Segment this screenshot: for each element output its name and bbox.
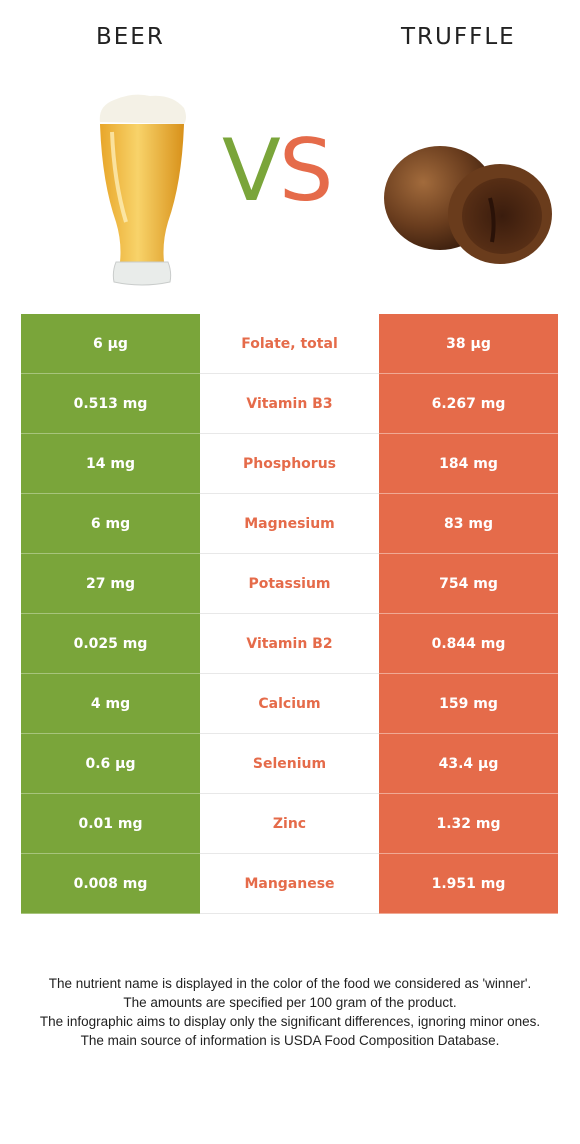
- truffle-value: 1.951 mg: [379, 854, 558, 914]
- beer-glass-image: [99, 94, 186, 286]
- nutrient-name: Vitamin B3: [200, 374, 379, 434]
- beer-value: 0.513 mg: [21, 374, 200, 434]
- beer-value: 6 µg: [21, 314, 200, 374]
- table-row: 4 mg Calcium 159 mg: [21, 674, 558, 734]
- truffle-value: 0.844 mg: [379, 614, 558, 674]
- footer-notes: The nutrient name is displayed in the co…: [16, 974, 564, 1050]
- table-row: 27 mg Potassium 754 mg: [21, 554, 558, 614]
- nutrient-name: Potassium: [200, 554, 379, 614]
- vs-s-letter: S: [278, 121, 334, 221]
- truffle-image: [384, 146, 552, 264]
- beer-value: 0.025 mg: [21, 614, 200, 674]
- table-row: 0.008 mg Manganese 1.951 mg: [21, 854, 558, 914]
- nutrient-name: Folate, total: [200, 314, 379, 374]
- truffle-value: 38 µg: [379, 314, 558, 374]
- vs-v-letter: V: [222, 121, 281, 221]
- truffle-value: 754 mg: [379, 554, 558, 614]
- nutrient-name: Phosphorus: [200, 434, 379, 494]
- nutrient-name: Magnesium: [200, 494, 379, 554]
- footer-line-4: The main source of information is USDA F…: [80, 1033, 500, 1048]
- beer-value: 14 mg: [21, 434, 200, 494]
- nutrient-name: Calcium: [200, 674, 379, 734]
- truffle-value: 43.4 µg: [379, 734, 558, 794]
- truffle-title: TRUFFLE: [401, 24, 516, 50]
- beer-value: 0.008 mg: [21, 854, 200, 914]
- table-row: 6 µg Folate, total 38 µg: [21, 314, 558, 374]
- table-row: 14 mg Phosphorus 184 mg: [21, 434, 558, 494]
- truffle-value: 159 mg: [379, 674, 558, 734]
- beer-value: 4 mg: [21, 674, 200, 734]
- truffle-value: 6.267 mg: [379, 374, 558, 434]
- beer-value: 0.6 µg: [21, 734, 200, 794]
- truffle-value: 83 mg: [379, 494, 558, 554]
- table-row: 0.513 mg Vitamin B3 6.267 mg: [21, 374, 558, 434]
- nutrient-comparison-table: 6 µg Folate, total 38 µg 0.513 mg Vitamin B3…: [21, 314, 558, 914]
- table-row: 6 mg Magnesium 83 mg: [21, 494, 558, 554]
- truffle-value: 184 mg: [379, 434, 558, 494]
- beer-value: 0.01 mg: [21, 794, 200, 854]
- truffle-value: 1.32 mg: [379, 794, 558, 854]
- footer-line-2: The amounts are specified per 100 gram o…: [123, 995, 457, 1010]
- table-row: 0.01 mg Zinc 1.32 mg: [21, 794, 558, 854]
- nutrient-name: Zinc: [200, 794, 379, 854]
- table-row: 0.025 mg Vitamin B2 0.844 mg: [21, 614, 558, 674]
- nutrient-name: Selenium: [200, 734, 379, 794]
- footer-line-3: The infographic aims to display only the…: [39, 1014, 541, 1029]
- beer-title: BEER: [96, 24, 165, 50]
- nutrient-name: Manganese: [200, 854, 379, 914]
- versus-label: VS: [222, 128, 333, 214]
- beer-value: 27 mg: [21, 554, 200, 614]
- table-row: 0.6 µg Selenium 43.4 µg: [21, 734, 558, 794]
- footer-line-1: The nutrient name is displayed in the co…: [48, 976, 532, 991]
- beer-value: 6 mg: [21, 494, 200, 554]
- nutrient-name: Vitamin B2: [200, 614, 379, 674]
